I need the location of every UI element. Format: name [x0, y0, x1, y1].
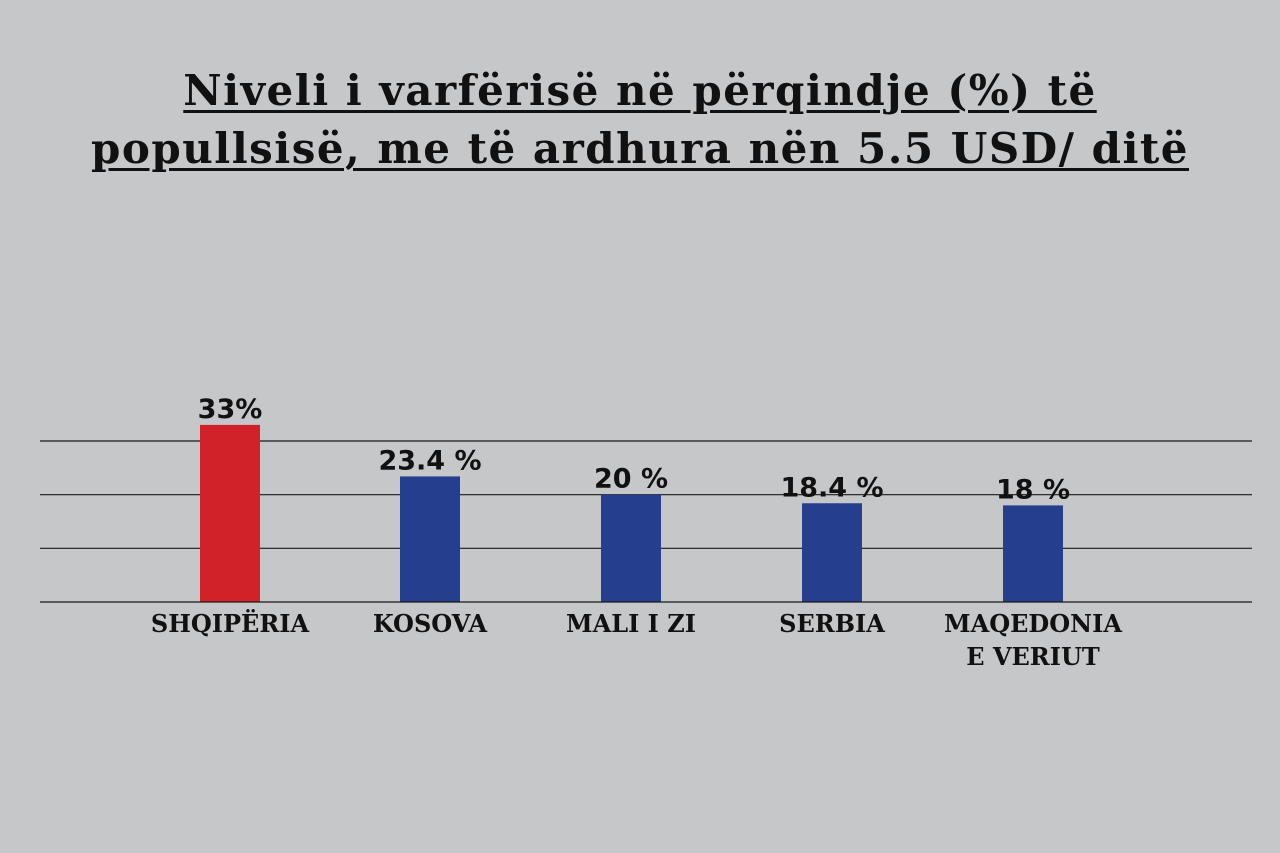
chart-title: Niveli i varfërisë në përqindje (%) të p… [0, 62, 1280, 178]
category-label: KOSOVA [373, 609, 488, 638]
category-label: SHQIPËRIA [151, 609, 310, 638]
value-label: 18 % [996, 474, 1070, 505]
value-label: 20 % [594, 464, 668, 495]
bar-kosova [400, 476, 460, 602]
value-label: 33% [198, 394, 263, 425]
category-label: SERBIA [779, 609, 885, 638]
bar-serbia [802, 503, 862, 602]
category-label: MALI I ZI [566, 609, 696, 638]
bar-mali-i-zi [601, 494, 661, 602]
category-label: E VERIUT [966, 642, 1100, 671]
chart-title-line-2: popullsisë, me të ardhura nën 5.5 USD/ d… [90, 124, 1190, 173]
bar-maqedonia-e-veriut [1003, 505, 1063, 602]
value-label: 23.4 % [378, 445, 481, 476]
value-label: 18.4 % [780, 472, 883, 503]
category-label: MAQEDONIA [944, 609, 1122, 638]
chart-title-line-1: Niveli i varfërisë në përqindje (%) të [183, 66, 1097, 115]
bar-shqipëria [200, 424, 260, 602]
